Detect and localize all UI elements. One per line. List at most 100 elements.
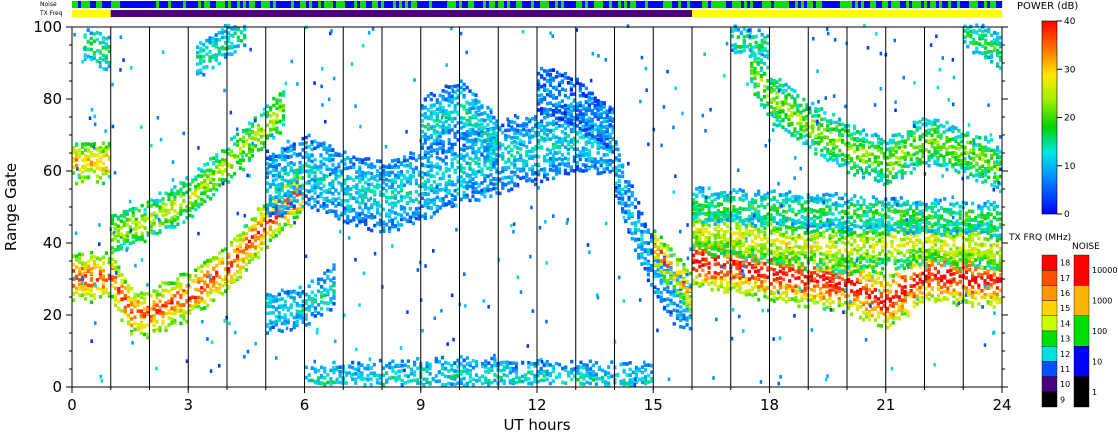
echo-cell: [334, 177, 338, 181]
echo-cell: [575, 116, 579, 120]
echo-cell: [200, 276, 204, 281]
echo-cell: [101, 46, 105, 50]
echo-cell: [75, 142, 79, 146]
echo-cell: [578, 167, 582, 172]
echo-cell: [265, 207, 269, 211]
echo-cell: [98, 166, 102, 170]
echo-cell: [155, 213, 159, 218]
echo-cell: [551, 157, 556, 161]
echo-cell: [423, 180, 427, 184]
echo-cell: [572, 158, 576, 163]
echo-cell: [834, 259, 838, 263]
echo-cell: [540, 119, 544, 124]
echo-cell: [837, 272, 841, 276]
noise-strip-cell: [996, 1, 1000, 8]
echo-cell: [265, 161, 269, 166]
echo-cell: [143, 219, 147, 223]
echo-cell: [797, 304, 801, 309]
echo-cell: [206, 174, 210, 178]
echo-cell: [89, 300, 94, 304]
echo-cell: [268, 196, 272, 201]
echo-cell: [355, 157, 359, 162]
echo-cell: [122, 238, 126, 242]
echo-cell: [432, 93, 436, 98]
echo-cell: [477, 112, 481, 117]
echo-cell: [140, 231, 144, 236]
echo-cell: [630, 201, 634, 206]
echo-cell: [785, 290, 789, 295]
echo-cell: [274, 173, 278, 177]
echo-cell: [465, 145, 469, 150]
echo-cell: [259, 238, 263, 242]
echo-cell: [754, 292, 758, 297]
echo-cell: [462, 116, 466, 121]
echo-cell: [617, 164, 621, 168]
echo-cell: [295, 319, 299, 324]
echo-cell: [554, 157, 559, 162]
echo-cell: [280, 182, 284, 186]
echo-cell: [417, 215, 421, 220]
echo-cell: [847, 279, 851, 284]
echo-cell: [551, 68, 556, 72]
echo-cell: [590, 134, 594, 138]
echo-cell: [474, 137, 478, 142]
echo-cell: [83, 287, 88, 292]
echo-cell: [110, 262, 114, 266]
echo-cell: [831, 279, 835, 283]
echo-cell: [139, 301, 143, 305]
echo-cell: [221, 172, 225, 176]
echo-cell: [643, 241, 647, 245]
echo-cell: [408, 179, 412, 184]
noise-strip-cell: [660, 1, 664, 8]
echo-cell: [581, 148, 585, 153]
echo-cell: [477, 138, 481, 142]
echo-cell: [399, 194, 404, 199]
echo-cell: [672, 322, 676, 326]
echo-cell: [101, 268, 105, 273]
echo-cell: [328, 181, 332, 186]
echo-cell: [659, 298, 663, 302]
echo-cell: [468, 133, 472, 137]
echo-cell: [286, 293, 290, 298]
echo-cell: [596, 117, 600, 121]
echo-cell: [516, 128, 520, 133]
echo-cell: [235, 143, 240, 148]
echo-cell: [123, 309, 127, 313]
echo-cell: [205, 52, 209, 56]
echo-cell: [274, 220, 278, 225]
echo-cell: [98, 41, 102, 45]
echo-cell: [215, 159, 219, 163]
echo-cell: [513, 127, 517, 132]
echo-cell: [277, 328, 281, 333]
echo-cell: [447, 91, 451, 96]
echo-cell: [107, 276, 111, 281]
echo-cell: [399, 186, 404, 190]
echo-cell: [825, 290, 829, 294]
echo-cell: [220, 28, 224, 32]
echo-cell: [271, 232, 275, 237]
echo-cell: [182, 309, 186, 314]
noise-strip-cell: [270, 1, 274, 8]
echo-cell: [349, 219, 353, 223]
echo-cell: [540, 74, 544, 78]
echo-cell: [666, 281, 670, 286]
noise-strip-cell: [258, 1, 262, 8]
echo-cell: [277, 292, 281, 297]
echo-cell: [596, 151, 600, 155]
echo-cell: [698, 238, 702, 243]
echo-cell: [265, 324, 269, 328]
echo-cell: [364, 191, 368, 195]
echo-cell: [364, 195, 368, 199]
echo-cell: [146, 335, 150, 340]
echo-cell: [152, 318, 156, 323]
noise-strip-cell: [354, 1, 358, 8]
echo-cell: [843, 279, 848, 283]
echo-cell: [653, 290, 657, 294]
echo-cell: [286, 206, 290, 211]
echo-cell: [662, 274, 667, 279]
echo-cell: [259, 207, 263, 212]
echo-cell: [640, 237, 644, 241]
echo-cell: [185, 209, 189, 213]
echo-cell: [399, 181, 404, 185]
